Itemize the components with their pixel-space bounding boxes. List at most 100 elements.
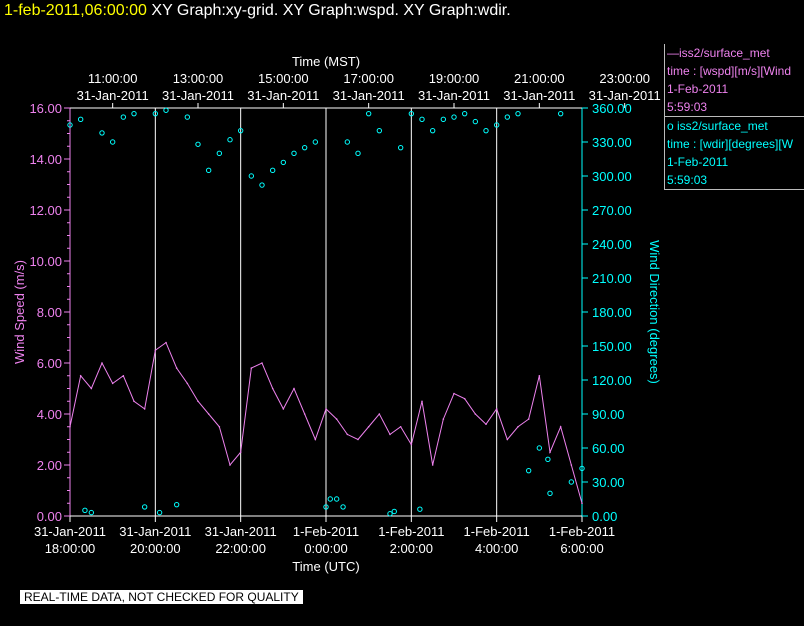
- wdir-point: [440, 116, 447, 123]
- right-tick-label: 330.00: [592, 135, 632, 150]
- wspd-point: [207, 413, 210, 415]
- wdir-point: [291, 150, 297, 157]
- timestamp-label: 1-feb-2011,06:00:00: [4, 2, 147, 19]
- wspd-point: [495, 408, 498, 410]
- wdir-point: [227, 137, 233, 143]
- bottom-tick-date: 1-Feb-2011: [378, 524, 444, 539]
- left-tick-label: 4.00: [37, 407, 62, 422]
- top-tick-time: 17:00:00: [343, 71, 394, 86]
- top-tick-date: 31-Jan-2011: [589, 88, 661, 103]
- top-tick-time: 21:00:00: [514, 71, 565, 86]
- wdir-point: [408, 110, 415, 117]
- bottom-tick-time: 0:00:00: [304, 541, 347, 556]
- wdir-point: [461, 110, 468, 117]
- title-line: 1-feb-2011,06:00:00 XY Graph:xy-grid. XY…: [4, 2, 511, 20]
- right-tick-label: 240.00: [592, 237, 632, 252]
- wspd-point: [538, 374, 541, 377]
- left-axis-title: Wind Speed (m/s): [12, 260, 27, 364]
- top-tick-time: 13:00:00: [173, 71, 224, 86]
- wspd-point: [570, 464, 573, 466]
- top-tick-time: 11:00:00: [88, 71, 138, 86]
- left-tick-label: 0.00: [37, 509, 62, 524]
- wdir-point: [568, 479, 575, 485]
- legend-wdir-variable: time : [wdir][degrees][W: [667, 137, 794, 151]
- bottom-tick-time: 18:00:00: [45, 541, 96, 556]
- wdir-point: [387, 511, 393, 517]
- wdir-point: [184, 114, 191, 120]
- bottom-tick-time: 20:00:00: [130, 541, 181, 556]
- right-tick-label: 30.00: [592, 475, 625, 490]
- wdir-point: [195, 141, 201, 147]
- wspd-point: [506, 438, 509, 441]
- wspd-point: [175, 367, 178, 369]
- wdir-point: [493, 122, 500, 128]
- wdir-point: [109, 139, 116, 145]
- left-tick-label: 10.00: [29, 254, 62, 269]
- wdir-point: [152, 110, 159, 117]
- wspd-point: [101, 362, 103, 364]
- wspd-point: [474, 413, 477, 415]
- wdir-point: [340, 504, 346, 510]
- legend-entry-wspd[interactable]: —iss2/surface_met time : [wspd][m/s][Win…: [664, 44, 804, 117]
- bottom-tick-date: 1-Feb-2011: [293, 524, 359, 539]
- wdir-point: [327, 496, 333, 502]
- top-tick-date: 31-Jan-2011: [247, 88, 319, 103]
- wdir-point: [504, 114, 511, 120]
- bottom-tick-time: 4:00:00: [475, 541, 518, 556]
- wdir-point: [344, 139, 351, 145]
- wspd-point: [485, 423, 487, 426]
- bottom-axis-title: Time (UTC): [292, 559, 359, 574]
- wspd-point: [303, 413, 306, 415]
- wspd-point: [165, 341, 167, 344]
- legend-wspd-variable: time : [wspd][m/s][Wind: [667, 64, 792, 78]
- wdir-point: [301, 144, 308, 151]
- wdir-point: [173, 501, 180, 508]
- wdir-point: [355, 150, 361, 157]
- top-tick-time: 19:00:00: [429, 71, 480, 86]
- wdir-point: [365, 110, 372, 117]
- wspd-point: [549, 451, 551, 454]
- wspd-point: [346, 433, 349, 436]
- wspd-point: [111, 382, 114, 385]
- top-axis-title: Time (MST): [292, 54, 360, 69]
- wdir-point: [248, 173, 255, 179]
- wdir-point: [417, 506, 423, 512]
- legend-wspd-time: 5:59:03: [667, 100, 708, 114]
- wspd-point: [79, 374, 82, 377]
- wspd-point: [133, 400, 135, 403]
- wspd-point: [335, 418, 338, 420]
- wdir-point: [557, 110, 564, 117]
- graph-list-label: XY Graph:xy-grid. XY Graph:wspd. XY Grap…: [151, 2, 511, 19]
- right-tick-label: 150.00: [592, 339, 632, 354]
- top-tick-date: 31-Jan-2011: [418, 88, 490, 103]
- wdir-point: [88, 509, 95, 516]
- wdir-point: [120, 114, 127, 120]
- wspd-point: [229, 464, 231, 466]
- right-tick-label: 180.00: [592, 305, 632, 320]
- bottom-tick-date: 1-Feb-2011: [464, 524, 530, 539]
- top-tick-time: 23:00:00: [599, 71, 650, 86]
- wspd-point: [143, 408, 146, 410]
- wspd-point: [442, 418, 445, 420]
- legend-entry-wdir[interactable]: o iss2/surface_met time : [wdir][degrees…: [664, 117, 804, 190]
- wspd-point: [239, 451, 242, 454]
- wdir-point: [237, 127, 244, 134]
- wdir-point: [269, 167, 276, 174]
- wspd-point: [527, 418, 530, 420]
- wdir-point: [376, 127, 383, 134]
- wdir-point: [259, 182, 265, 188]
- top-tick-date: 31-Jan-2011: [333, 88, 405, 103]
- wspd-point: [218, 425, 221, 428]
- wdir-point: [77, 116, 84, 123]
- wspd-point: [282, 408, 285, 410]
- wdir-point: [280, 159, 287, 166]
- legend-wspd-source: —iss2/surface_met: [667, 46, 770, 60]
- wspd-point: [69, 425, 71, 428]
- right-tick-label: 120.00: [592, 373, 632, 388]
- quality-notice: REAL-TIME DATA, NOT CHECKED FOR QUALITY: [20, 590, 303, 604]
- legend[interactable]: —iss2/surface_met time : [wspd][m/s][Win…: [664, 44, 804, 190]
- wdir-point: [419, 116, 425, 123]
- bottom-tick-date: 31-Jan-2011: [205, 524, 277, 539]
